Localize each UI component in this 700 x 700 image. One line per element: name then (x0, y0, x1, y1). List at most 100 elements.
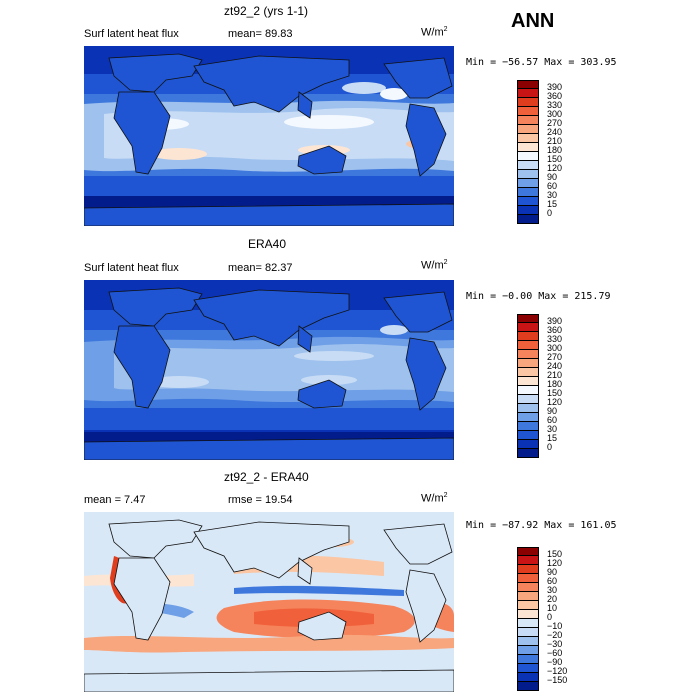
colorbar-tick-label: 0 (547, 208, 553, 218)
colorbar-tick-label: 360 (547, 325, 563, 335)
colorbar-cell (517, 116, 539, 125)
colorbar-tick-label: −90 (547, 657, 563, 667)
colorbar-cell (517, 682, 539, 691)
variable-label: Surf latent heat flux (84, 28, 179, 40)
world-map-model (84, 46, 454, 226)
mean-stat: mean= 89.83 (228, 28, 293, 40)
colorbar-tick-label: 270 (547, 118, 563, 128)
colorbar-cell (517, 673, 539, 682)
colorbar-tick-label: 360 (547, 91, 563, 101)
colorbar-cell (517, 125, 539, 134)
colorbar-cell (517, 431, 539, 440)
colorbar-tick-label: 0 (547, 442, 553, 452)
colorbar-cell (517, 655, 539, 664)
colorbar-cell (517, 107, 539, 116)
colorbar-cell (517, 404, 539, 413)
colorbar-cell (517, 377, 539, 386)
colorbar-cell (517, 395, 539, 404)
colorbar-cell (517, 161, 539, 170)
colorbar-tick-label: 180 (547, 145, 563, 155)
colorbar-cell (517, 341, 539, 350)
colorbar-cell (517, 413, 539, 422)
panel-title: zt92_2 (yrs 1-1) (224, 4, 309, 18)
mean-stat: mean = 7.47 (84, 494, 146, 506)
units-label: W/m2 (421, 259, 448, 272)
colorbar-cell (517, 440, 539, 449)
colorbar-tick-label: 60 (547, 415, 558, 425)
minmax-label: Min = −0.00 Max = 215.79 (466, 291, 611, 302)
units-label: W/m2 (421, 26, 448, 39)
colorbar-tick-label: 240 (547, 361, 563, 371)
colorbar-tick-label: 90 (547, 567, 558, 577)
colorbar-tick-label: 150 (547, 388, 563, 398)
colorbar-tick-label: 10 (547, 603, 558, 613)
variable-label: Surf latent heat flux (84, 262, 179, 274)
minmax-label: Min = −87.92 Max = 161.05 (466, 520, 617, 531)
colorbar-cell (517, 664, 539, 673)
colorbar-tick-label: 150 (547, 154, 563, 164)
colorbar-tick-label: 120 (547, 558, 563, 568)
colorbar-tick-label: −30 (547, 639, 563, 649)
colorbar-tick-label: −20 (547, 630, 563, 640)
colorbar-tick-label: 30 (547, 190, 558, 200)
colorbar-cell (517, 592, 539, 601)
colorbar-cell (517, 574, 539, 583)
colorbar-tick-label: 270 (547, 352, 563, 362)
colorbar-cell (517, 583, 539, 592)
colorbar-model (517, 80, 539, 224)
world-map-obs (84, 280, 454, 460)
colorbar-cell (517, 368, 539, 377)
colorbar-cell (517, 350, 539, 359)
colorbar-cell (517, 80, 539, 89)
colorbar-cell (517, 170, 539, 179)
colorbar-tick-label: −10 (547, 621, 563, 631)
colorbar-cell (517, 134, 539, 143)
colorbar-tick-label: 60 (547, 576, 558, 586)
colorbar-cell (517, 98, 539, 107)
panel-title: zt92_2 - ERA40 (224, 470, 309, 484)
colorbar-cell (517, 143, 539, 152)
colorbar-tick-label: 120 (547, 163, 563, 173)
colorbar-cell (517, 386, 539, 395)
colorbar-tick-label: 90 (547, 172, 558, 182)
colorbar-cell (517, 547, 539, 556)
colorbar-tick-label: 300 (547, 109, 563, 119)
colorbar-tick-label: 210 (547, 136, 563, 146)
colorbar-cell (517, 646, 539, 655)
colorbar-tick-label: 150 (547, 549, 563, 559)
panel-title: ERA40 (248, 237, 287, 251)
colorbar-cell (517, 359, 539, 368)
colorbar-tick-label: 20 (547, 594, 558, 604)
colorbar-tick-label: 240 (547, 127, 563, 137)
colorbar-tick-label: 15 (547, 199, 558, 209)
colorbar-cell (517, 197, 539, 206)
colorbar-cell (517, 188, 539, 197)
colorbar-tick-label: 390 (547, 82, 563, 92)
colorbar-cell (517, 422, 539, 431)
colorbar-tick-label: 120 (547, 397, 563, 407)
colorbar-obs (517, 314, 539, 458)
colorbar-cell (517, 449, 539, 458)
colorbar-tick-label: 330 (547, 100, 563, 110)
colorbar-tick-label: 60 (547, 181, 558, 191)
colorbar-tick-label: −60 (547, 648, 563, 658)
colorbar-tick-label: 390 (547, 316, 563, 326)
colorbar-tick-label: −120 (547, 666, 568, 676)
units-label: W/m2 (421, 492, 448, 505)
colorbar-cell (517, 619, 539, 628)
colorbar-tick-label: 30 (547, 424, 558, 434)
colorbar-cell (517, 556, 539, 565)
colorbar-cell (517, 637, 539, 646)
minmax-label: Min = −56.57 Max = 303.95 (466, 57, 617, 68)
colorbar-cell (517, 565, 539, 574)
colorbar-cell (517, 601, 539, 610)
colorbar-tick-label: 0 (547, 612, 553, 622)
colorbar-tick-label: −150 (547, 675, 568, 685)
colorbar-cell (517, 179, 539, 188)
colorbar-tick-label: 15 (547, 433, 558, 443)
colorbar-tick-label: 180 (547, 379, 563, 389)
mean-stat: mean= 82.37 (228, 262, 293, 274)
colorbar-cell (517, 314, 539, 323)
world-map-diff (84, 512, 454, 692)
colorbar-tick-label: 90 (547, 406, 558, 416)
